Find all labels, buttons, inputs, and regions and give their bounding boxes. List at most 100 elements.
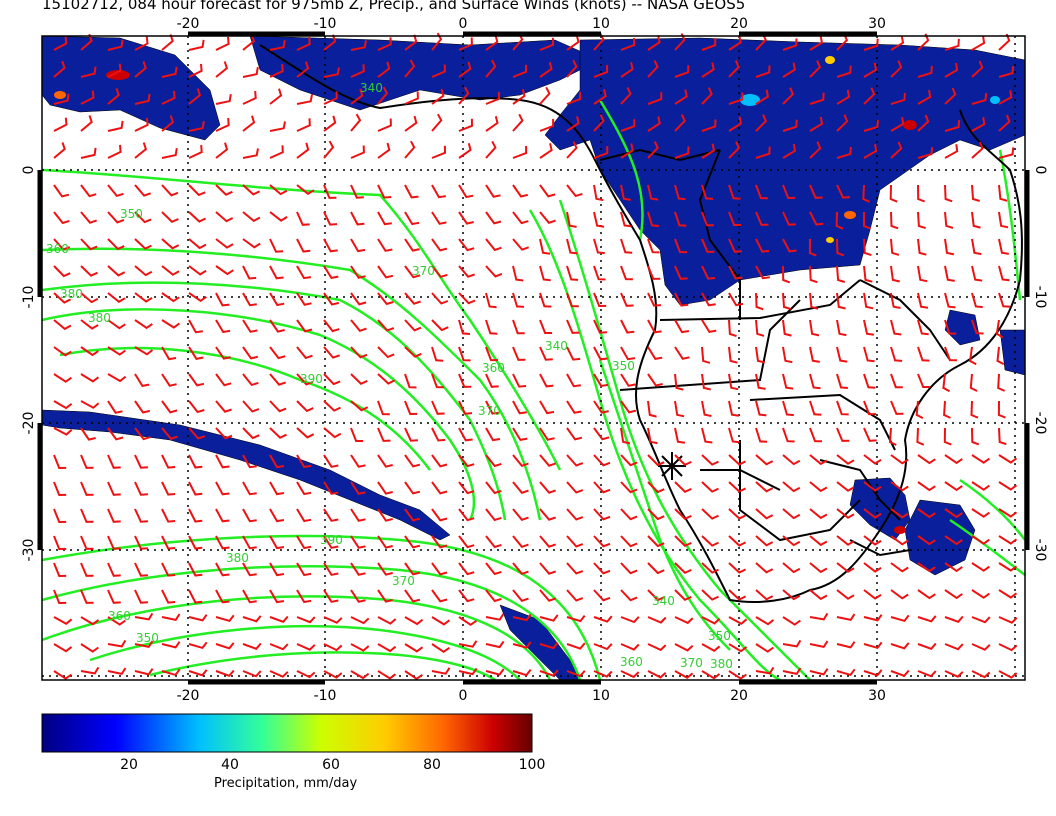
- wind-barb: [350, 454, 366, 468]
- wind-barb: [431, 562, 448, 576]
- wind-barb: [80, 238, 98, 251]
- wind-barb: [782, 589, 801, 601]
- wind-barb: [836, 114, 849, 132]
- wind-barb: [539, 427, 555, 441]
- wind-barb: [269, 145, 284, 159]
- wind-barb: [485, 265, 503, 278]
- wind-barb: [161, 90, 176, 105]
- wind-barb: [998, 147, 1015, 159]
- wind-barb: [431, 643, 450, 654]
- wind-barb: [80, 265, 98, 277]
- wind-barb: [620, 454, 638, 467]
- wind-barb: [269, 40, 286, 51]
- wind-barb: [215, 589, 230, 604]
- wind-barb: [296, 37, 311, 51]
- wind-barb: [782, 238, 797, 253]
- wind-barb: [809, 35, 824, 51]
- wind-barb: [782, 62, 797, 78]
- contour-label: 350: [120, 207, 143, 221]
- wind-barb: [458, 667, 478, 676]
- wind-barb: [53, 93, 70, 105]
- wind-barb: [647, 508, 665, 521]
- wind-barb: [242, 265, 257, 280]
- wind-barb: [971, 427, 980, 446]
- wind-barb: [674, 346, 690, 360]
- wind-barb: [458, 481, 475, 495]
- wind-barb: [431, 238, 448, 252]
- wind-barb: [485, 59, 497, 78]
- wind-barb: [836, 535, 855, 546]
- wind-barb: [917, 562, 936, 573]
- wind-barb: [998, 238, 1009, 255]
- wind-barb: [161, 589, 176, 604]
- wind-barb: [242, 238, 261, 249]
- wind-barb: [404, 400, 418, 416]
- wind-barb: [404, 643, 424, 653]
- lon-tick-bottom: 0: [459, 688, 468, 704]
- wind-barb: [350, 145, 365, 159]
- wind-barb: [836, 668, 856, 677]
- wind-barb: [998, 481, 1018, 491]
- wind-barb: [836, 238, 845, 257]
- wind-barb: [701, 319, 717, 334]
- wind-barb: [971, 141, 984, 159]
- wind-barb: [485, 589, 502, 603]
- wind-barb: [809, 668, 829, 676]
- colorbar-tick: 80: [423, 757, 441, 773]
- wind-barb: [377, 373, 396, 385]
- wind-barb: [512, 508, 529, 521]
- wind-barb: [917, 535, 936, 546]
- wind-barb: [485, 211, 502, 225]
- wind-barb: [755, 400, 767, 417]
- wind-barb: [647, 562, 665, 575]
- wind-barb: [593, 508, 611, 521]
- wind-barb: [647, 643, 667, 652]
- wind-barb: [80, 427, 96, 441]
- wind-barb: [890, 35, 905, 51]
- lat-tick-left: -10: [21, 286, 37, 309]
- wind-barb: [566, 400, 582, 414]
- wind-barb: [890, 481, 909, 492]
- wind-barb: [944, 454, 963, 465]
- wind-barb: [620, 616, 640, 624]
- wind-barb: [728, 400, 740, 417]
- wind-barb: [161, 613, 181, 622]
- wind-barb: [296, 589, 312, 604]
- wind-barb: [917, 481, 936, 492]
- wind-barb: [458, 61, 472, 78]
- wind-barb: [539, 614, 559, 622]
- wind-barb: [350, 400, 369, 412]
- wind-barb: [674, 616, 694, 625]
- wind-barb: [512, 211, 529, 225]
- wind-barb: [242, 427, 260, 440]
- wind-barb: [566, 141, 578, 159]
- wind-barb: [269, 481, 285, 496]
- wind-barb: [188, 238, 207, 250]
- contour-label: 390: [320, 533, 343, 547]
- wind-barb: [539, 292, 552, 308]
- wind-barb: [782, 639, 802, 648]
- wind-barb: [836, 589, 855, 600]
- wind-barb: [782, 211, 796, 226]
- wind-barb: [350, 643, 370, 652]
- wind-barb: [674, 89, 688, 105]
- wind-barb: [917, 373, 931, 388]
- wind-barb: [458, 400, 473, 415]
- wind-barb: [917, 211, 926, 230]
- wind-barb: [971, 265, 983, 282]
- wind-barb: [701, 238, 715, 253]
- wind-barb: [350, 88, 364, 105]
- wind-barb: [269, 427, 287, 439]
- wind-barb: [809, 589, 828, 601]
- wind-barb: [890, 642, 910, 650]
- wind-barb: [80, 666, 100, 675]
- wind-barb: [971, 238, 982, 256]
- wind-barb: [782, 373, 794, 390]
- wind-barb: [971, 117, 986, 132]
- wind-barb: [350, 535, 366, 549]
- wind-barb: [431, 616, 451, 626]
- wind-barb: [593, 65, 609, 78]
- wind-barb: [674, 670, 694, 680]
- wind-barb: [80, 373, 100, 383]
